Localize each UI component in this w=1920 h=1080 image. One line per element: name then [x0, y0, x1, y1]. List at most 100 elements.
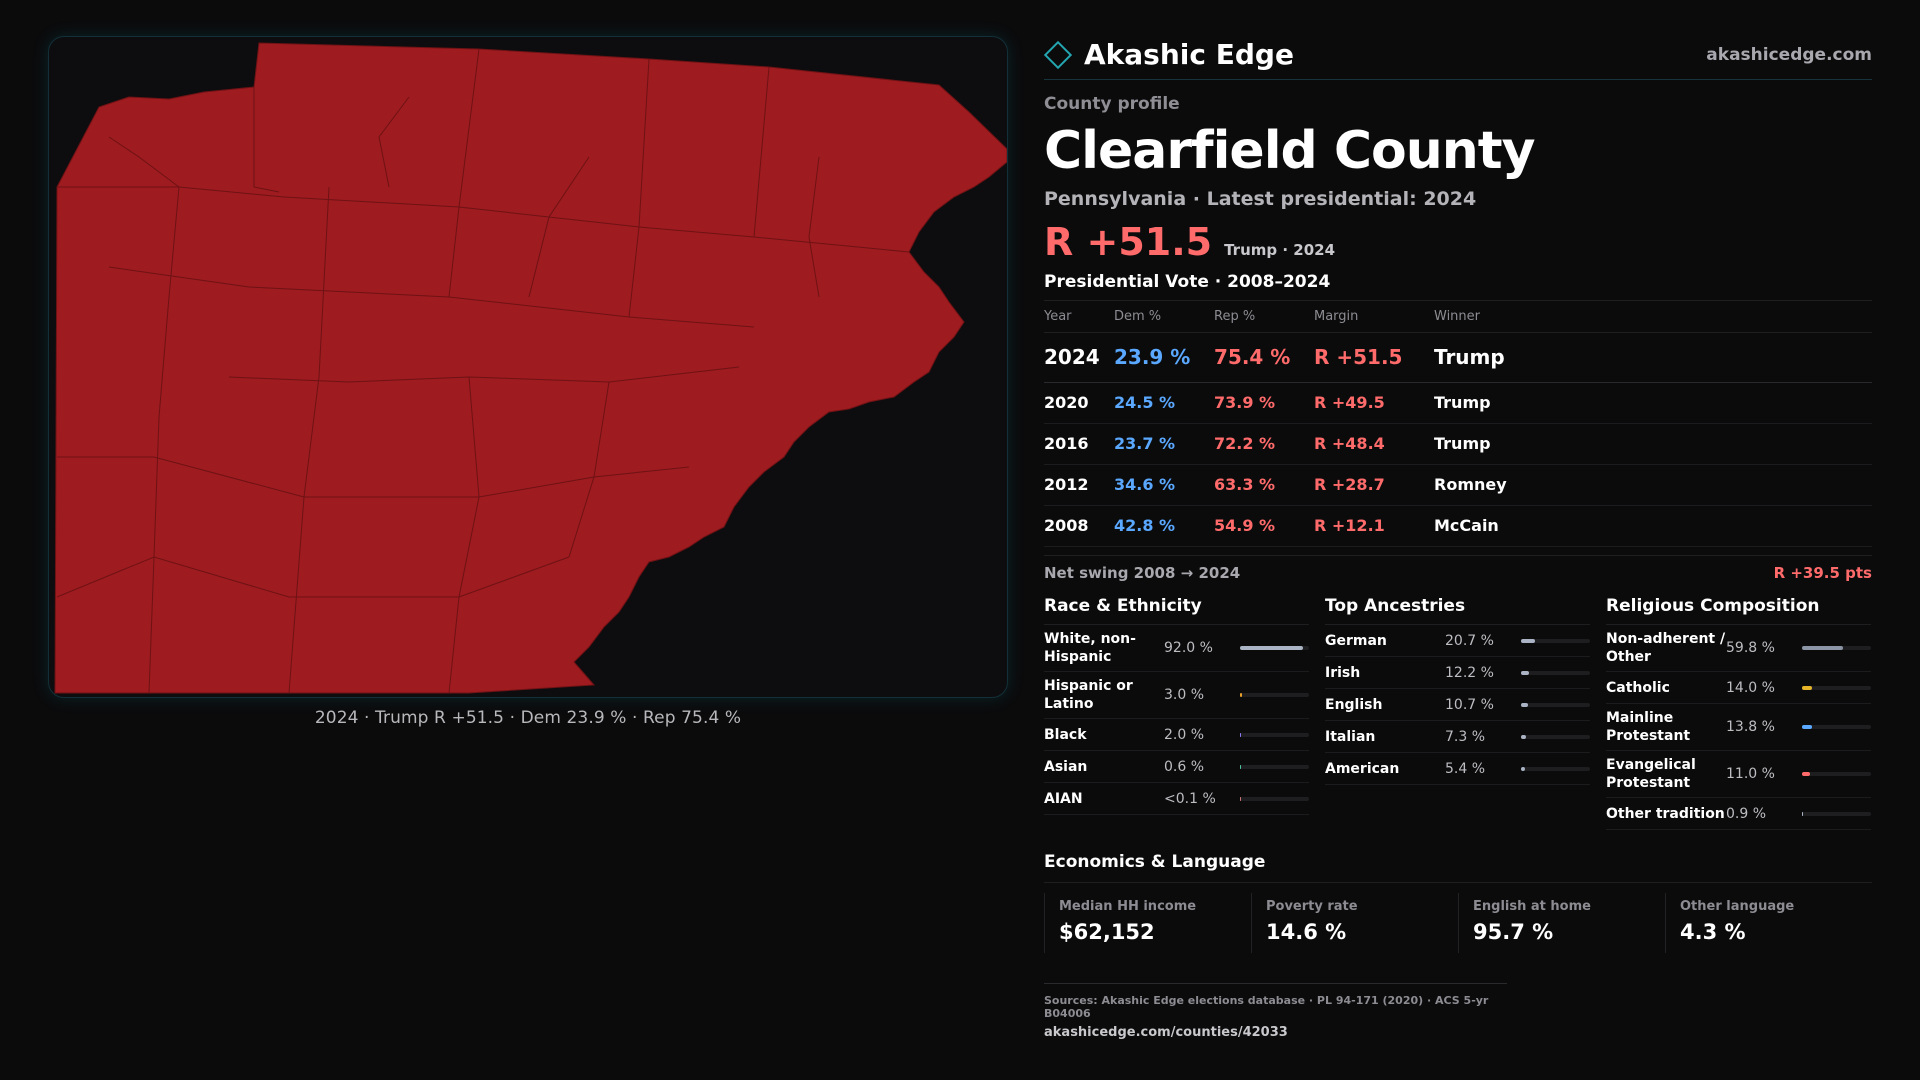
sources-text: Sources: Akashic Edge elections database…	[1044, 994, 1489, 1020]
econ-stat-english: English at home 95.7 %	[1458, 893, 1665, 953]
row-rep: 54.9 %	[1214, 505, 1314, 547]
stat-bar-fill	[1240, 732, 1242, 737]
stat-bar-fill	[1521, 734, 1527, 739]
row-rep: 75.4 %	[1214, 332, 1314, 383]
row-winner: Trump	[1434, 423, 1872, 465]
econ-stat-income: Median HH income $62,152	[1044, 893, 1251, 953]
brand-url[interactable]: akashicedge.com	[1706, 44, 1872, 65]
row-year: 2012	[1044, 464, 1114, 506]
stat-bar	[1240, 796, 1309, 801]
row-margin: R +49.5	[1314, 382, 1434, 424]
county-title: Clearfield County	[1044, 121, 1536, 181]
stat-row: White, non-Hispanic 92.0 %	[1044, 625, 1309, 672]
race-title: Race & Ethnicity	[1044, 596, 1309, 625]
municipal-borders	[56, 48, 910, 694]
stat-value: 20.7 %	[1445, 632, 1494, 649]
ancestry-list: German 20.7 % Irish 12.2 % English 10.7 % Ital…	[1325, 625, 1590, 785]
row-dem: 24.5 %	[1114, 382, 1214, 424]
ancestry-title: Top Ancestries	[1325, 596, 1590, 625]
stat-bar-fill	[1802, 811, 1804, 816]
header-winner: Winner	[1434, 301, 1872, 333]
econ-value: $62,152	[1059, 920, 1155, 944]
vote-section-title: Presidential Vote · 2008–2024	[1044, 272, 1872, 301]
stat-value: 13.8 %	[1726, 719, 1775, 735]
row-margin: R +51.5	[1314, 332, 1434, 383]
profile-label: County profile	[1044, 94, 1180, 114]
stat-label: Evangelical Protestant	[1606, 757, 1696, 791]
stat-row: Evangelical Protestant 11.0 %	[1606, 751, 1871, 798]
county-map-svg	[54, 42, 1007, 694]
economics-grid: Median HH income $62,152 Poverty rate 14…	[1044, 893, 1872, 953]
stat-bar	[1240, 693, 1309, 697]
row-rep: 63.3 %	[1214, 464, 1314, 506]
stat-bar	[1802, 685, 1871, 690]
stat-bar	[1802, 811, 1871, 816]
economics-title: Economics & Language	[1044, 852, 1872, 883]
county-subtitle: Pennsylvania · Latest presidential: 2024	[1044, 188, 1477, 210]
stat-bar	[1521, 638, 1590, 643]
race-ethnicity: Race & Ethnicity White, non-Hispanic 92.0…	[1044, 596, 1309, 830]
stat-value: 14.0 %	[1726, 679, 1775, 696]
headline-note: Trump · 2024	[1224, 241, 1336, 259]
map-caption: 2024 · Trump R +51.5 · Dem 23.9 % · Rep …	[314, 708, 742, 728]
table-row: 2012 34.6 % 63.3 % R +28.7 Romney	[1044, 464, 1872, 506]
diamond-icon	[1043, 40, 1073, 69]
stat-label: White, non-Hispanic	[1044, 631, 1136, 665]
row-rep: 72.2 %	[1214, 423, 1314, 465]
stat-row: Hispanic or Latino 3.0 %	[1044, 672, 1309, 719]
stat-bar-fill	[1802, 685, 1812, 690]
stat-label: Non-adherent / Other	[1606, 631, 1726, 665]
stat-bar-fill	[1802, 725, 1812, 729]
stat-row: Mainline Protestant 13.8 %	[1606, 704, 1871, 751]
row-winner: Trump	[1434, 382, 1872, 424]
row-winner: McCain	[1434, 505, 1872, 547]
sources-link[interactable]: akashicedge.com/counties/42033	[1044, 1025, 1288, 1040]
top-ancestries: Top Ancestries German 20.7 % Irish 12.2 % En…	[1325, 596, 1590, 830]
stat-row: German 20.7 %	[1325, 625, 1590, 657]
swing-label: Net swing 2008 → 2024	[1044, 564, 1241, 582]
stat-label: Asian	[1044, 758, 1088, 775]
demographics: Race & Ethnicity White, non-Hispanic 92.0…	[1044, 596, 1872, 830]
brand-name: Akashic Edge	[1084, 38, 1294, 71]
stat-row: English 10.7 %	[1325, 689, 1590, 721]
county-panel: Akashic Edge akashicedge.com County prof…	[1043, 30, 1872, 1040]
stat-label: Catholic	[1606, 679, 1670, 696]
stat-bar-fill	[1802, 772, 1810, 776]
table-row: 2024 23.9 % 75.4 % R +51.5 Trump	[1044, 332, 1872, 383]
stat-bar-fill	[1521, 670, 1530, 675]
econ-stat-other-language: Other language 4.3 %	[1665, 893, 1872, 953]
row-winner: Romney	[1434, 464, 1872, 506]
religious-composition: Religious Composition Non-adherent / Oth…	[1606, 596, 1871, 830]
stat-label: Other tradition	[1606, 805, 1725, 822]
headline: R +51.5 Trump · 2024	[1044, 220, 1872, 264]
stat-value: 7.3 %	[1445, 728, 1486, 745]
brand[interactable]: Akashic Edge	[1043, 38, 1294, 71]
econ-label: Other language	[1680, 899, 1795, 914]
row-margin: R +28.7	[1314, 464, 1434, 506]
stat-bar	[1521, 766, 1590, 771]
county-shape[interactable]	[54, 42, 1007, 694]
stat-bar-fill	[1240, 764, 1242, 769]
stat-bar-fill	[1521, 766, 1525, 771]
stat-bar	[1240, 646, 1309, 650]
religion-list: Non-adherent / Other 59.8 % Catholic 14.0 %…	[1606, 625, 1871, 830]
stat-label: Black	[1044, 726, 1087, 743]
stat-bar-fill	[1240, 693, 1243, 697]
stat-bar	[1240, 732, 1309, 737]
row-year: 2016	[1044, 423, 1114, 465]
stat-value: 2.0 %	[1164, 726, 1205, 743]
stat-value: 3.0 %	[1164, 687, 1205, 703]
county-map[interactable]	[48, 36, 1008, 698]
stat-label: Italian	[1325, 728, 1376, 745]
stat-value: 0.6 %	[1164, 758, 1205, 775]
stat-bar	[1802, 725, 1871, 729]
headline-margin: R +51.5	[1044, 220, 1213, 264]
stat-bar-fill	[1802, 646, 1844, 650]
stat-label: Hispanic or Latino	[1044, 678, 1133, 712]
header-margin: Margin	[1314, 301, 1434, 333]
econ-label: Poverty rate	[1266, 899, 1358, 914]
stat-bar	[1521, 734, 1590, 739]
stat-bar-fill	[1240, 646, 1304, 650]
stat-label: American	[1325, 760, 1400, 777]
row-margin: R +12.1	[1314, 505, 1434, 547]
